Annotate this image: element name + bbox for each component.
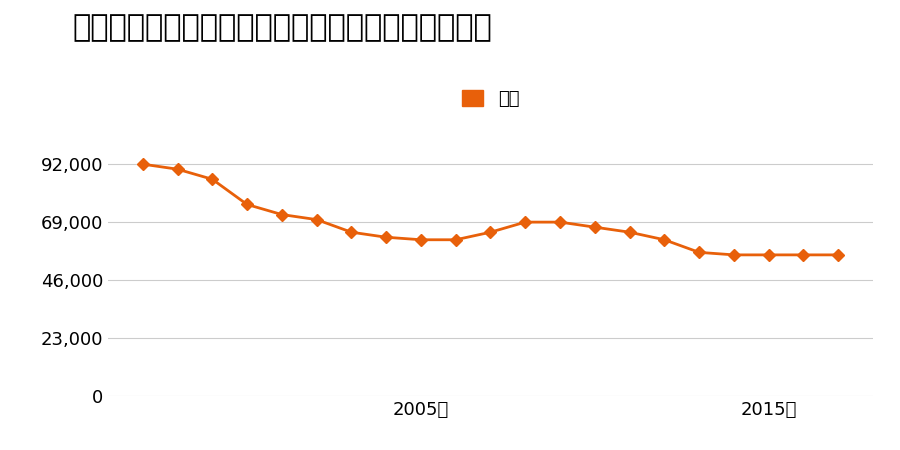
Text: 北海道札幌市東区本町２条４丁目６番７の地価推移: 北海道札幌市東区本町２条４丁目６番７の地価推移: [72, 14, 491, 42]
Legend: 価格: 価格: [454, 82, 526, 115]
